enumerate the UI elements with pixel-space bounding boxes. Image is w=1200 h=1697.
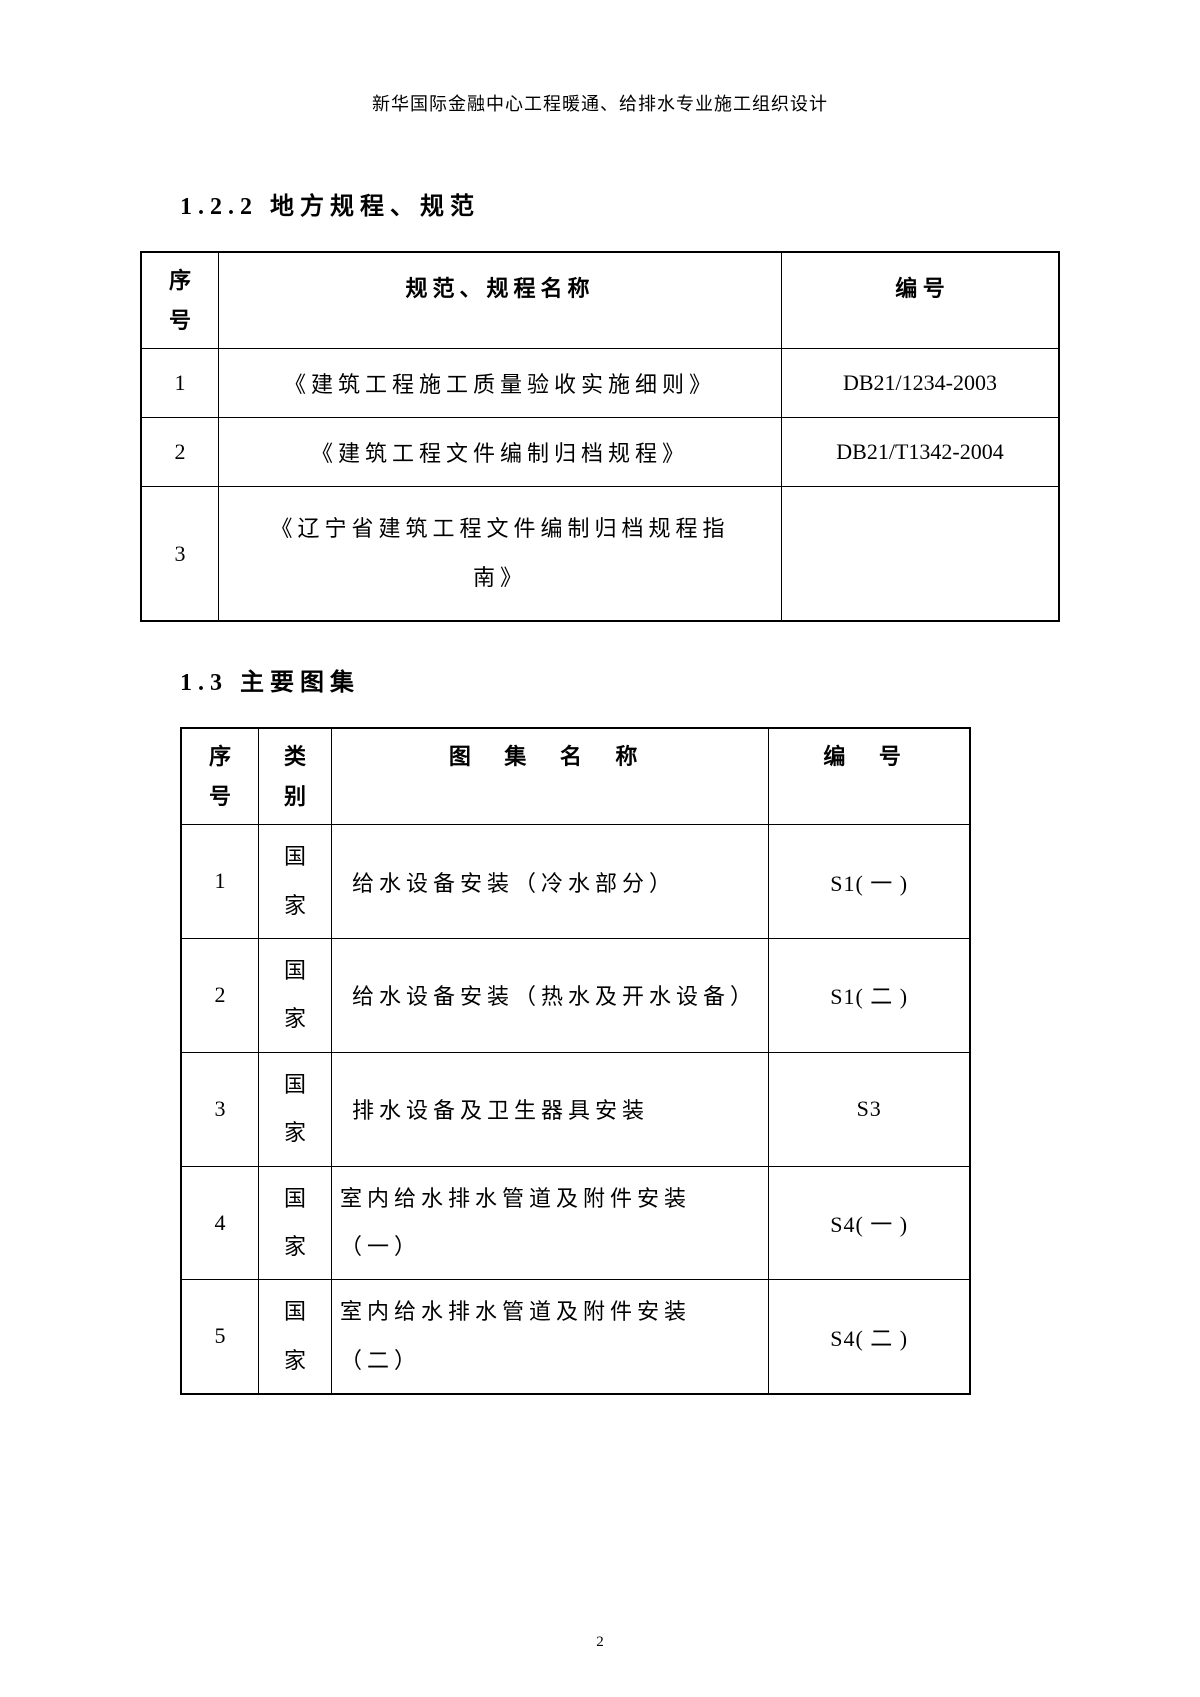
- cat-header-l2: 别: [284, 784, 306, 809]
- atlas-table: 序 号 类 别 图 集 名 称 编 号 1 国 家 给水设备安装（冷水部分） S…: [180, 727, 971, 1395]
- row-name-l2: 南》: [473, 565, 527, 590]
- row-name-l2: （一）: [340, 1234, 421, 1259]
- col-header-code: 编 号: [769, 728, 971, 825]
- cat-l1: 国: [284, 844, 306, 869]
- col-header-name: 图 集 名 称: [332, 728, 769, 825]
- row-seq: 3: [181, 1052, 259, 1166]
- row-name: 《辽宁省建筑工程文件编制归档规程指 南》: [219, 487, 782, 621]
- table-row: 1 《建筑工程施工质量验收实施细则》 DB21/1234-2003: [141, 349, 1059, 418]
- section-1-3-title: 1.3 主要图集: [180, 662, 1060, 697]
- row-name: 排水设备及卫生器具安装: [332, 1052, 769, 1166]
- table-row: 5 国 家 室内给水排水管道及附件安装 （二） S4( 二 ): [181, 1280, 970, 1394]
- cat-l1: 国: [284, 958, 306, 983]
- row-name: 《建筑工程文件编制归档规程》: [219, 418, 782, 487]
- seq-header-l2: 号: [209, 784, 231, 809]
- col-header-cat: 类 别: [259, 728, 332, 825]
- cat-l1: 国: [284, 1072, 306, 1097]
- table-row: 4 国 家 室内给水排水管道及附件安装 （一） S4( 一 ): [181, 1166, 970, 1280]
- row-code: [782, 487, 1060, 621]
- document-page: 新华国际金融中心工程暖通、给排水专业施工组织设计 1.2.2 地方规程、规范 序…: [0, 0, 1200, 1697]
- seq-header-l1: 序: [169, 268, 191, 293]
- table-row: 3 国 家 排水设备及卫生器具安装 S3: [181, 1052, 970, 1166]
- table-row: 3 《辽宁省建筑工程文件编制归档规程指 南》: [141, 487, 1059, 621]
- row-code: DB21/T1342-2004: [782, 418, 1060, 487]
- row-cat: 国 家: [259, 825, 332, 939]
- row-code: S4( 二 ): [769, 1280, 971, 1394]
- row-cat: 国 家: [259, 1052, 332, 1166]
- row-name-l1: 室内给水排水管道及附件安装: [340, 1186, 691, 1211]
- row-name: 《建筑工程施工质量验收实施细则》: [219, 349, 782, 418]
- page-header: 新华国际金融中心工程暖通、给排水专业施工组织设计: [140, 90, 1060, 116]
- row-code: S1( 二 ): [769, 938, 971, 1052]
- row-seq: 1: [141, 349, 219, 418]
- row-seq: 2: [141, 418, 219, 487]
- col-header-code: 编 号: [782, 252, 1060, 349]
- row-code: DB21/1234-2003: [782, 349, 1060, 418]
- row-cat: 国 家: [259, 1166, 332, 1280]
- row-code: S4( 一 ): [769, 1166, 971, 1280]
- table-row: 2 《建筑工程文件编制归档规程》 DB21/T1342-2004: [141, 418, 1059, 487]
- cat-l1: 国: [284, 1186, 306, 1211]
- row-name: 给水设备安装（冷水部分）: [332, 825, 769, 939]
- section-1-2-2-title: 1.2.2 地方规程、规范: [180, 186, 1060, 221]
- cat-header-l1: 类: [284, 744, 306, 769]
- row-seq: 3: [141, 487, 219, 621]
- page-number: 2: [0, 1634, 1200, 1651]
- row-name-l1: 《辽宁省建筑工程文件编制归档规程指: [270, 516, 729, 541]
- row-code: S3: [769, 1052, 971, 1166]
- row-name: 室内给水排水管道及附件安装 （二）: [332, 1280, 769, 1394]
- table-row: 1 国 家 给水设备安装（冷水部分） S1( 一 ): [181, 825, 970, 939]
- cat-l2: 家: [284, 893, 306, 918]
- cat-l2: 家: [284, 1234, 306, 1259]
- local-regulations-table: 序 号 规范、规程名称 编 号 1 《建筑工程施工质量验收实施细则》 DB21/…: [140, 251, 1060, 622]
- cat-l1: 国: [284, 1299, 306, 1324]
- row-name: 室内给水排水管道及附件安装 （一）: [332, 1166, 769, 1280]
- row-seq: 4: [181, 1166, 259, 1280]
- row-name: 给水设备安装（热水及开水设备）: [332, 938, 769, 1052]
- row-seq: 2: [181, 938, 259, 1052]
- col-header-seq: 序 号: [141, 252, 219, 349]
- cat-l2: 家: [284, 1348, 306, 1373]
- row-seq: 1: [181, 825, 259, 939]
- row-code: S1( 一 ): [769, 825, 971, 939]
- table-row: 2 国 家 给水设备安装（热水及开水设备） S1( 二 ): [181, 938, 970, 1052]
- row-name-l2: （二）: [340, 1348, 421, 1373]
- cat-l2: 家: [284, 1120, 306, 1145]
- seq-header-l1: 序: [209, 744, 231, 769]
- seq-header-l2: 号: [169, 308, 191, 333]
- row-name-l1: 室内给水排水管道及附件安装: [340, 1299, 691, 1324]
- col-header-seq: 序 号: [181, 728, 259, 825]
- col-header-name: 规范、规程名称: [219, 252, 782, 349]
- cat-l2: 家: [284, 1006, 306, 1031]
- row-cat: 国 家: [259, 938, 332, 1052]
- row-cat: 国 家: [259, 1280, 332, 1394]
- row-seq: 5: [181, 1280, 259, 1394]
